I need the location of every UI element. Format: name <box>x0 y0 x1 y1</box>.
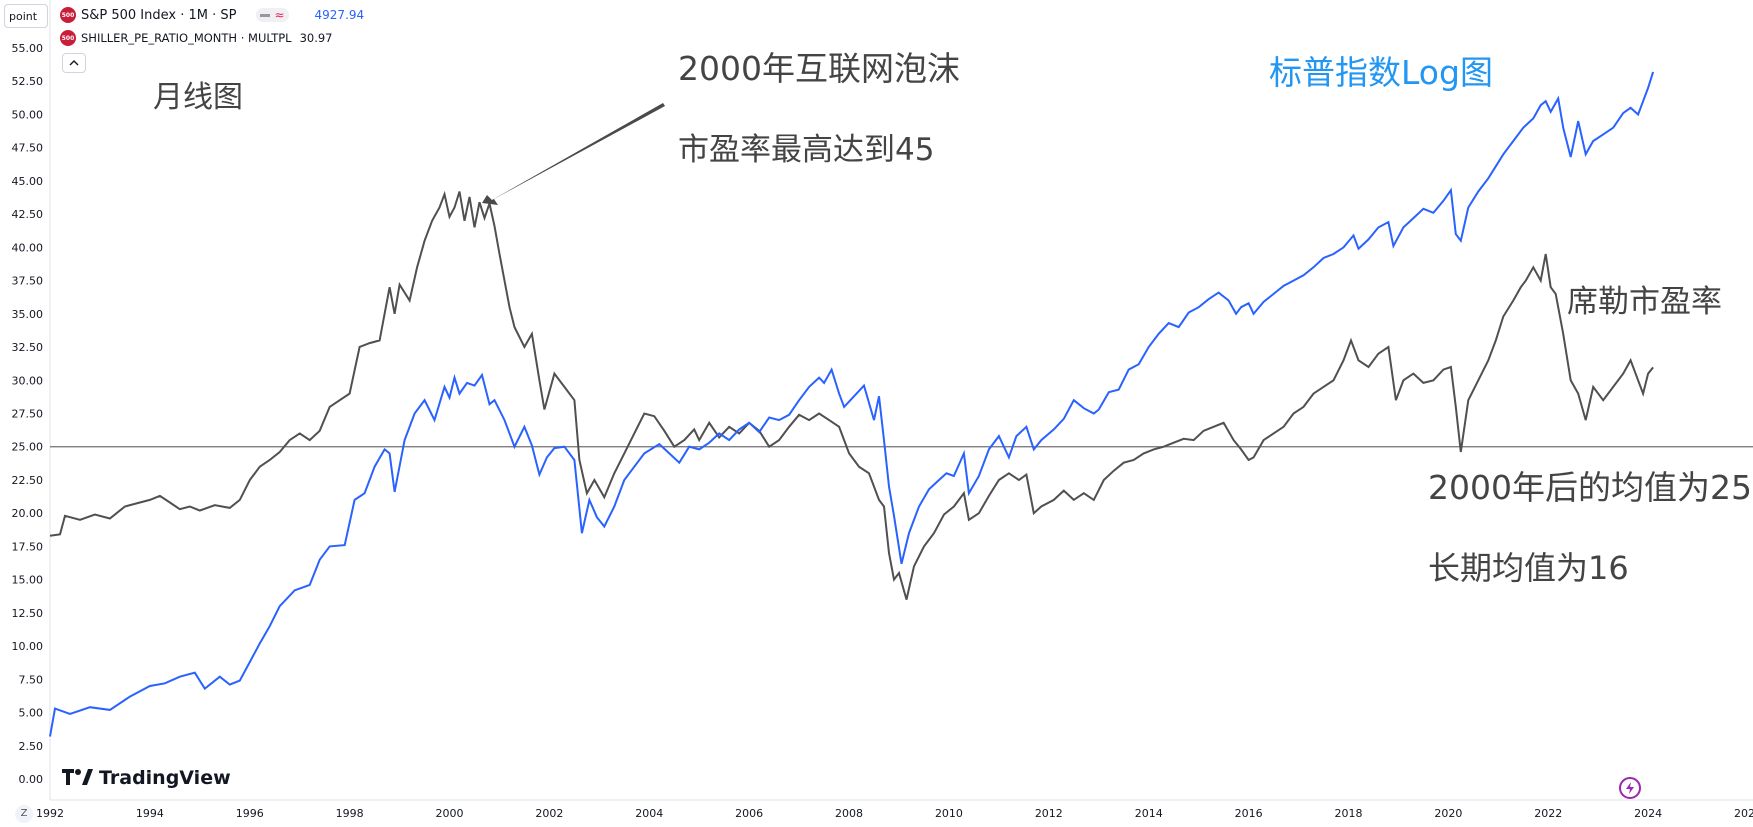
y-tick-label: 12.50 <box>12 607 44 620</box>
tradingview-logo <box>62 769 93 785</box>
shiller-symbol-badge: 500 <box>60 30 76 46</box>
y-tick-label: 32.50 <box>12 341 44 354</box>
y-tick-label: 47.50 <box>12 142 44 155</box>
x-tick-label: 1996 <box>236 807 264 820</box>
y-tick-label: 2.50 <box>19 740 44 753</box>
y-tick-label: 35.00 <box>12 308 44 321</box>
shiller-legend-title: SHILLER_PE_RATIO_MONTH · MULTPL <box>81 31 292 45</box>
sp500-line <box>49 71 1655 737</box>
x-tick-label: 1992 <box>36 807 64 820</box>
legend-series-shiller[interactable]: 500 SHILLER_PE_RATIO_MONTH · MULTPL 30.9… <box>60 30 333 46</box>
x-tick-label: 2004 <box>635 807 663 820</box>
y-tick-label: 52.50 <box>12 75 44 88</box>
tradingview-logo-slash <box>82 769 93 785</box>
x-tick-label: 2006 <box>735 807 763 820</box>
x-axis[interactable]: 1992 1994 1996 1998 2000 2002 2004 2006 2008 2010… <box>36 807 1753 820</box>
x-tick-label: 2000 <box>436 807 464 820</box>
x-tick-label: 2024 <box>1634 807 1662 820</box>
y-tick-label: 17.50 <box>12 540 44 553</box>
y-tick-label: 5.00 <box>19 707 44 720</box>
x-tick-label: 2026 <box>1734 807 1753 820</box>
x-tick-label: 2018 <box>1334 807 1362 820</box>
y-tick-label: 15.00 <box>12 574 44 587</box>
y-tick-label: 42.50 <box>12 208 44 221</box>
z-button[interactable]: Z <box>15 805 33 823</box>
lightning-icon <box>1626 782 1634 794</box>
annotation-bubble-line2: 市盈率最高达到45 <box>678 132 935 168</box>
x-tick-label: 2020 <box>1434 807 1462 820</box>
approx-icon: ≈ <box>274 8 285 22</box>
sp500-legend-value: 4927.94 <box>314 8 365 22</box>
annotation-long-term-mean: 长期均值为16 <box>1428 549 1629 587</box>
y-tick-label: 27.50 <box>12 408 44 421</box>
y-tick-label: 30.00 <box>12 374 44 387</box>
y-tick-label: 50.00 <box>12 108 44 121</box>
x-tick-label: 2002 <box>535 807 563 820</box>
scale-mode-button[interactable]: point <box>4 4 48 28</box>
y-tick-label: 7.50 <box>19 673 44 686</box>
sp500-symbol-badge: 500 <box>60 7 76 23</box>
annotation-mean-after-2000: 2000年后的均值为25 <box>1428 468 1752 507</box>
chevron-up-icon <box>69 60 79 66</box>
x-tick-label: 2010 <box>935 807 963 820</box>
y-axis[interactable]: 55.00 52.50 50.00 47.50 45.00 42.50 40.00 37.50… <box>12 42 44 786</box>
annotation-arrow <box>482 103 665 205</box>
shiller-legend-value: 30.97 <box>299 31 333 45</box>
x-tick-label: 2022 <box>1534 807 1562 820</box>
x-tick-label: 1998 <box>336 807 364 820</box>
tradingview-logo-dot <box>75 769 81 775</box>
annotation-bubble-line1: 2000年互联网泡沫 <box>678 49 960 88</box>
legend-collapse-button[interactable] <box>62 53 86 73</box>
tradingview-logo-mark <box>62 769 74 785</box>
lightning-button[interactable] <box>1619 777 1641 799</box>
annotation-monthly-chart: 月线图 <box>153 80 243 115</box>
y-tick-label: 40.00 <box>12 241 44 254</box>
y-tick-label: 20.00 <box>12 507 44 520</box>
x-tick-label: 1994 <box>136 807 164 820</box>
y-tick-label: 25.00 <box>12 441 44 454</box>
annotation-shiller-pe: 席勒市盈率 <box>1567 284 1722 320</box>
y-tick-label: 10.00 <box>12 640 44 653</box>
legend-series-sp500[interactable]: 500 S&P 500 Index · 1M · SP ≈ 4927.94 <box>60 7 364 23</box>
x-tick-label: 2016 <box>1235 807 1263 820</box>
shiller-pe-line <box>49 190 1654 600</box>
series-modifiers[interactable]: ≈ <box>256 8 289 22</box>
y-tick-label: 37.50 <box>12 275 44 288</box>
x-tick-label: 2014 <box>1135 807 1163 820</box>
x-tick-label: 2012 <box>1035 807 1063 820</box>
y-tick-label: 0.00 <box>19 773 44 786</box>
y-tick-label: 55.00 <box>12 42 44 55</box>
minus-icon <box>260 13 271 17</box>
y-tick-label: 45.00 <box>12 175 44 188</box>
x-tick-label: 2008 <box>835 807 863 820</box>
y-tick-label: 22.50 <box>12 474 44 487</box>
sp500-legend-title: S&P 500 Index · 1M · SP <box>81 7 237 23</box>
tradingview-brand: TradingView <box>99 767 231 789</box>
annotation-sp-log: 标普指数Log图 <box>1269 53 1493 92</box>
